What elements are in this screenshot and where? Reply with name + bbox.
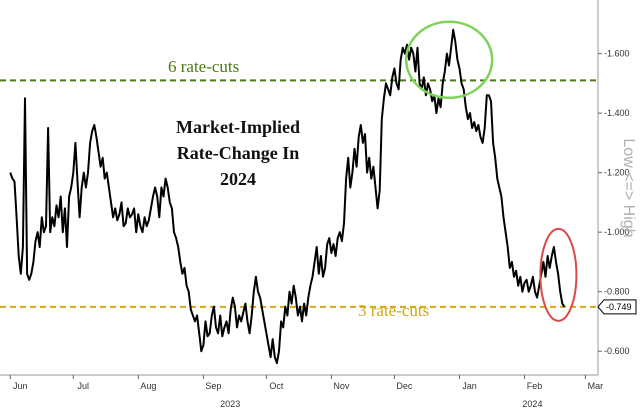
x-year-label: 2024 [522,399,542,409]
x-tick-label: Oct [269,381,284,391]
chart-title-line-3: 2024 [220,169,256,189]
y-tick-label: -1.400 [604,108,630,118]
y-tick-label: -1.600 [604,49,630,59]
reference-lines [0,79,598,308]
series-line-0 [9,28,566,365]
y-axis-label: Low <=> High [620,138,637,237]
y-tick-label: -0.800 [604,287,630,297]
series-group [9,28,566,365]
annotations [404,20,578,322]
x-tick-label: Feb [527,381,543,391]
reference-label-3-rate-cuts: 3 rate-cuts [358,301,429,320]
reference-label-6-rate-cuts: 6 rate-cuts [168,57,239,76]
x-tick-label: Dec [396,381,413,391]
chart-title-line-2: Rate-Change In [177,143,300,163]
last-value-marker: -0.749 [597,299,637,315]
y-tick-label: -0.600 [604,346,630,356]
highlight-circle-latest [539,227,578,322]
x-year-label: 2023 [220,399,240,409]
last-value-label: -0.749 [606,302,632,312]
y-tick-label: -1.000 [604,227,630,237]
last-value-box [597,299,637,315]
x-tick-label: Jan [462,381,477,391]
y-tick-label: -1.200 [604,168,630,178]
x-tick-label: Aug [140,381,156,391]
x-tick-label: Jul [78,381,90,391]
highlight-circle-peak [404,20,494,100]
x-tick-label: Jun [13,381,28,391]
x-tick-label: Nov [333,381,350,391]
x-tick-label: Mar [588,381,604,391]
chart-title-line-1: Market-Implied [176,117,300,137]
x-tick-label: Sep [205,381,221,391]
axis-ticks: -0.600 -0.800 -1.000 -1.200 -1.400 -1.600 Jun J… [0,0,630,409]
